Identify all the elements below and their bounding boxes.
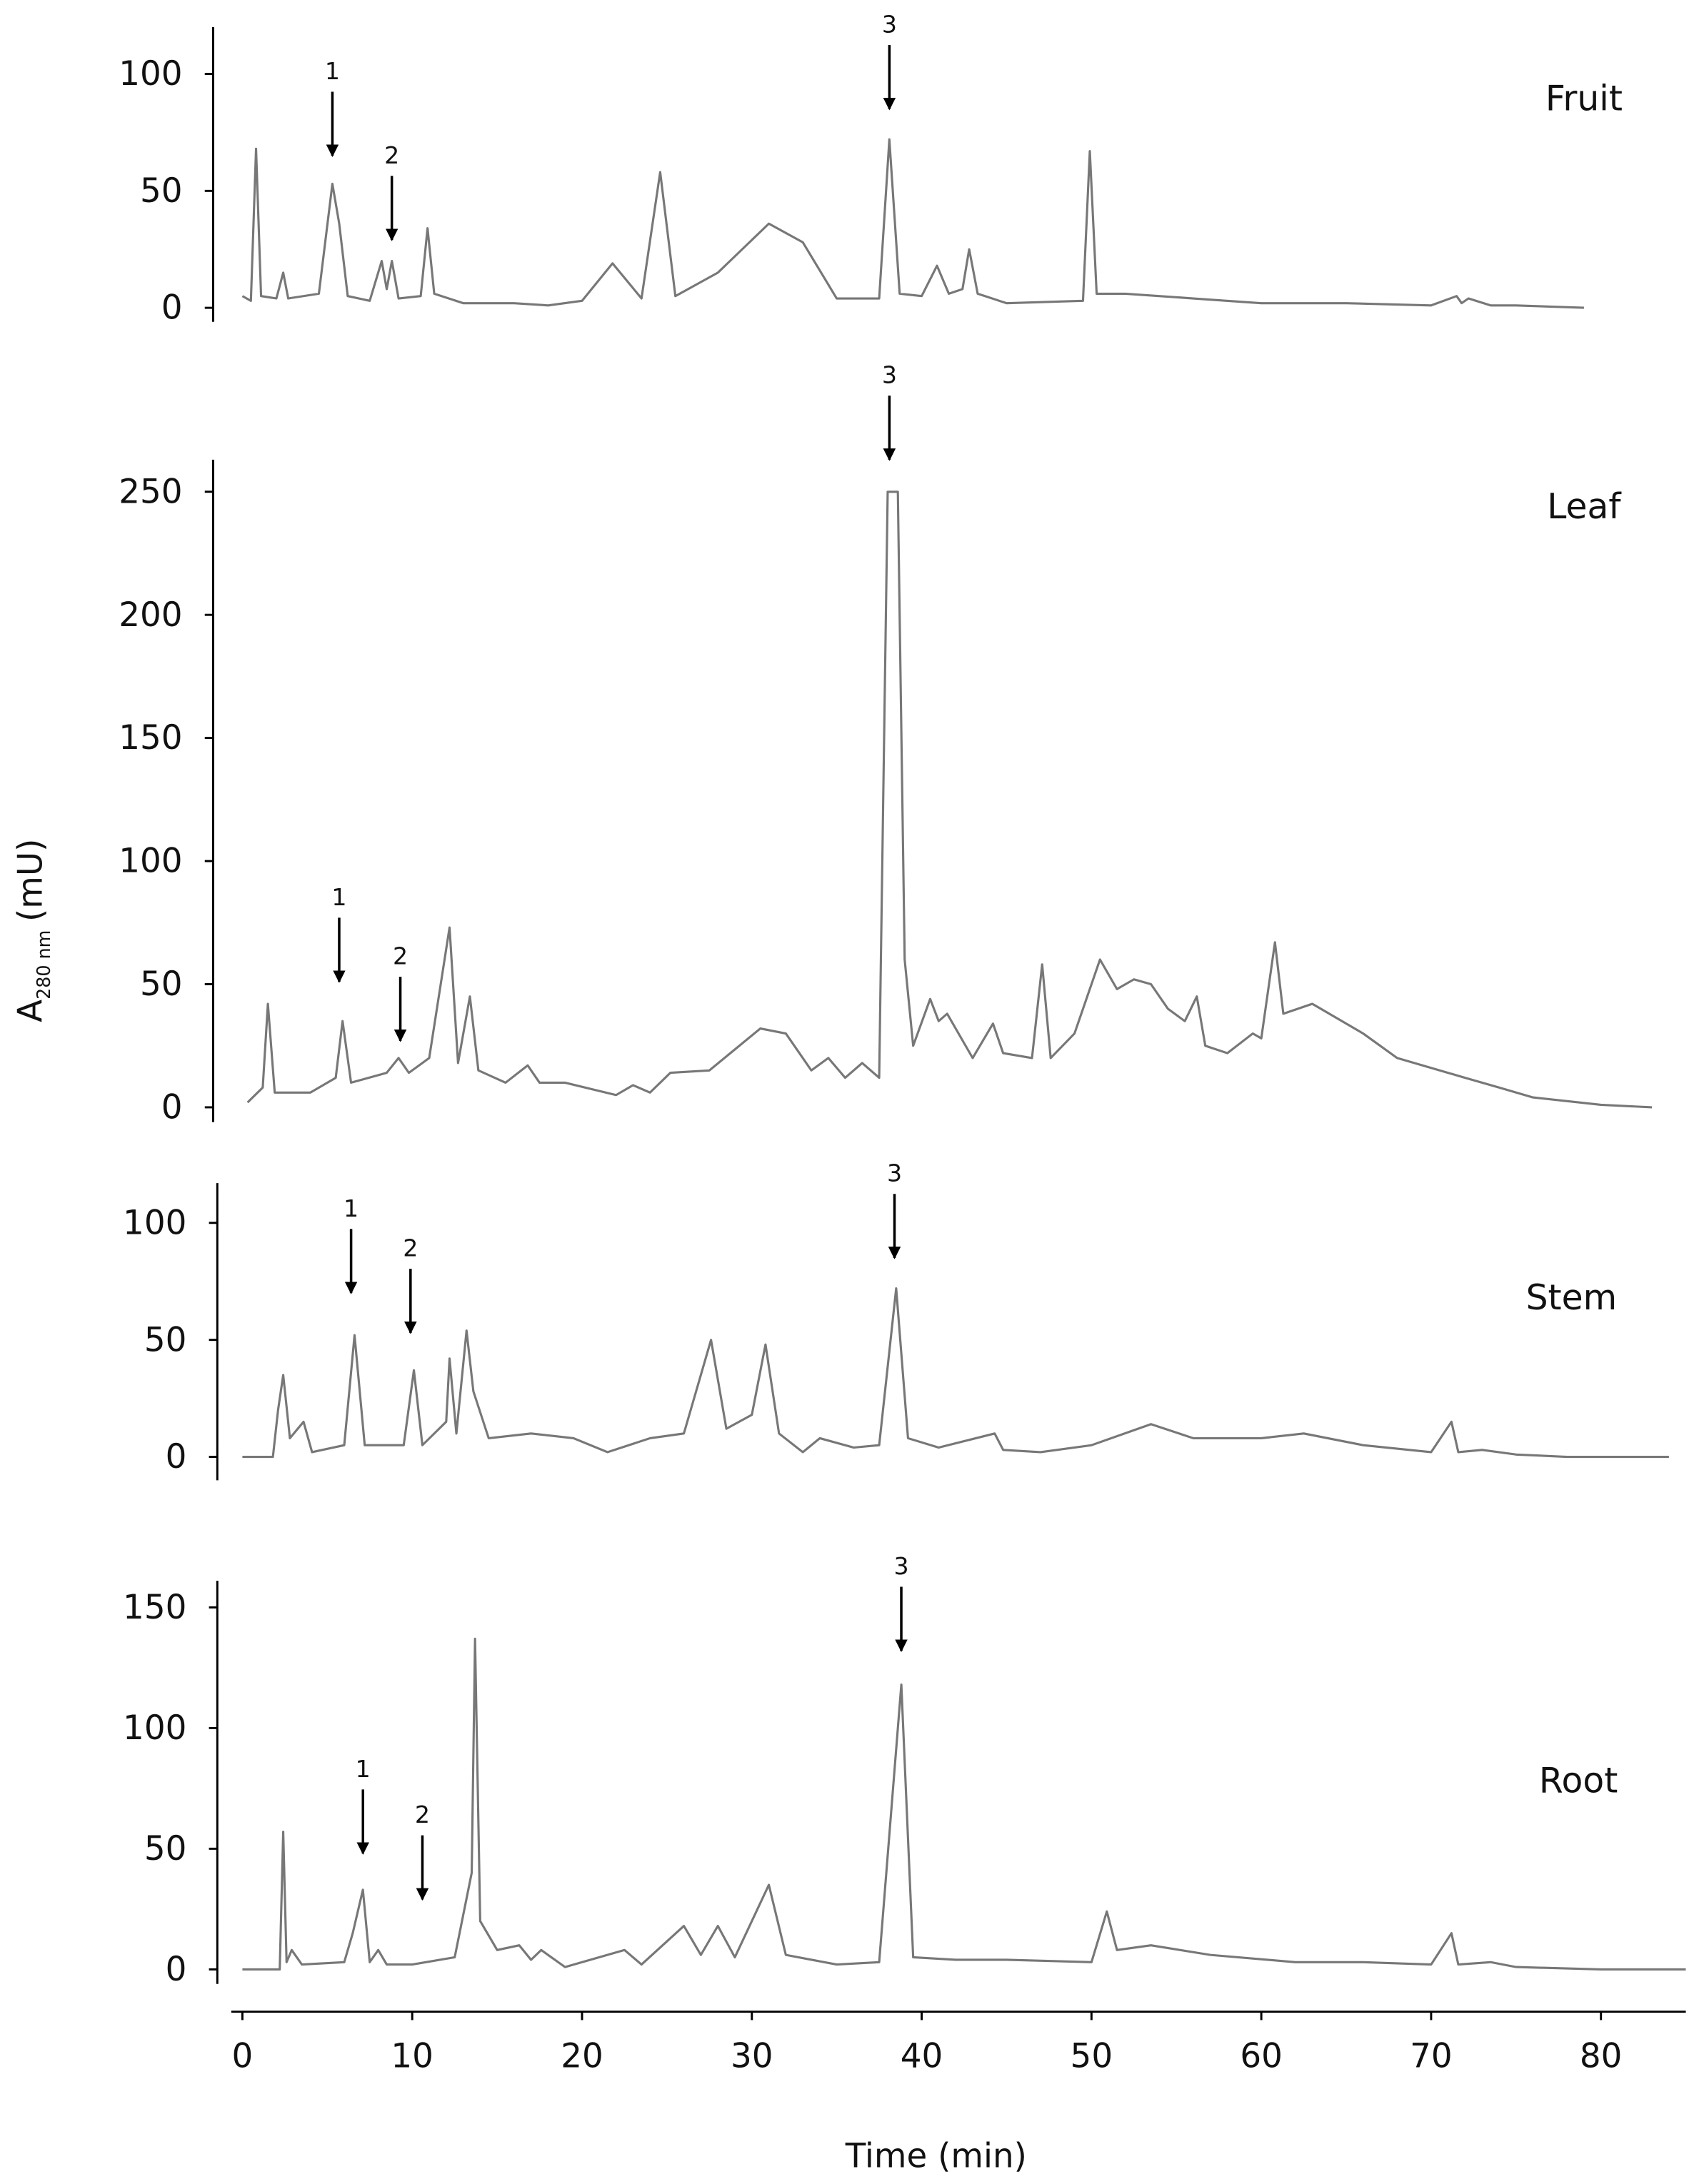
y-tick-label: 50 [140, 172, 183, 211]
peak-number: 2 [403, 1234, 418, 1262]
panel-label: Stem [1526, 1278, 1618, 1318]
x-axis-label: Time (min) [845, 2137, 1027, 2175]
peak-number: 3 [887, 1159, 902, 1187]
y-tick-label: 50 [144, 1321, 187, 1359]
y-tick-label: 50 [144, 1830, 187, 1868]
y-axis-label-unit: (mU) [12, 839, 51, 922]
peak-number: 2 [393, 942, 408, 970]
x-tick-label: 80 [1580, 2038, 1623, 2076]
x-tick-label: 70 [1410, 2038, 1453, 2076]
y-tick-label: 0 [161, 289, 183, 328]
panel-label: Root [1539, 1761, 1618, 1801]
y-axis-label-sub: 280 nm [33, 930, 54, 1000]
x-tick-label: 40 [901, 2038, 943, 2076]
chromatogram-line [241, 138, 1584, 309]
chromatogram-line [242, 1637, 1686, 1971]
y-axis-label: A280 nm (mU) [12, 839, 55, 1022]
peak-number: 3 [882, 361, 897, 389]
y-tick-label: 200 [119, 596, 182, 635]
peak-number: 3 [882, 10, 897, 38]
peak-number: 1 [331, 883, 346, 911]
panel-label: Leaf [1547, 487, 1622, 527]
peak-number: 1 [356, 1755, 371, 1783]
peak-number: 2 [384, 141, 399, 169]
x-tick-label: 10 [391, 2038, 433, 2076]
y-tick-label: 100 [119, 55, 182, 94]
y-tick-label: 100 [123, 1204, 186, 1242]
y-tick-label: 100 [119, 842, 182, 881]
peak-number: 1 [344, 1194, 359, 1222]
peak-number: 2 [415, 1801, 430, 1828]
y-axis-label-main: A [12, 1000, 51, 1022]
panel-label: Fruit [1545, 79, 1623, 119]
y-tick-label: 0 [166, 1438, 187, 1476]
y-tick-label: 0 [161, 1089, 183, 1127]
x-tick-label: 0 [232, 2038, 254, 2076]
x-tick-label: 30 [731, 2038, 773, 2076]
x-tick-label: 20 [561, 2038, 603, 2076]
chromatogram-line [242, 1287, 1669, 1459]
y-tick-label: 150 [123, 1589, 186, 1627]
y-tick-label: 150 [119, 719, 182, 758]
peak-number: 1 [325, 57, 340, 85]
chromatogram-line [246, 490, 1653, 1109]
peak-number: 3 [893, 1552, 908, 1580]
x-tick-label: 50 [1071, 2038, 1113, 2076]
y-tick-label: 0 [166, 1951, 187, 1989]
y-tick-label: 100 [123, 1709, 186, 1748]
y-tick-label: 250 [119, 473, 182, 511]
x-tick-label: 60 [1240, 2038, 1283, 2076]
y-tick-label: 50 [140, 965, 183, 1004]
